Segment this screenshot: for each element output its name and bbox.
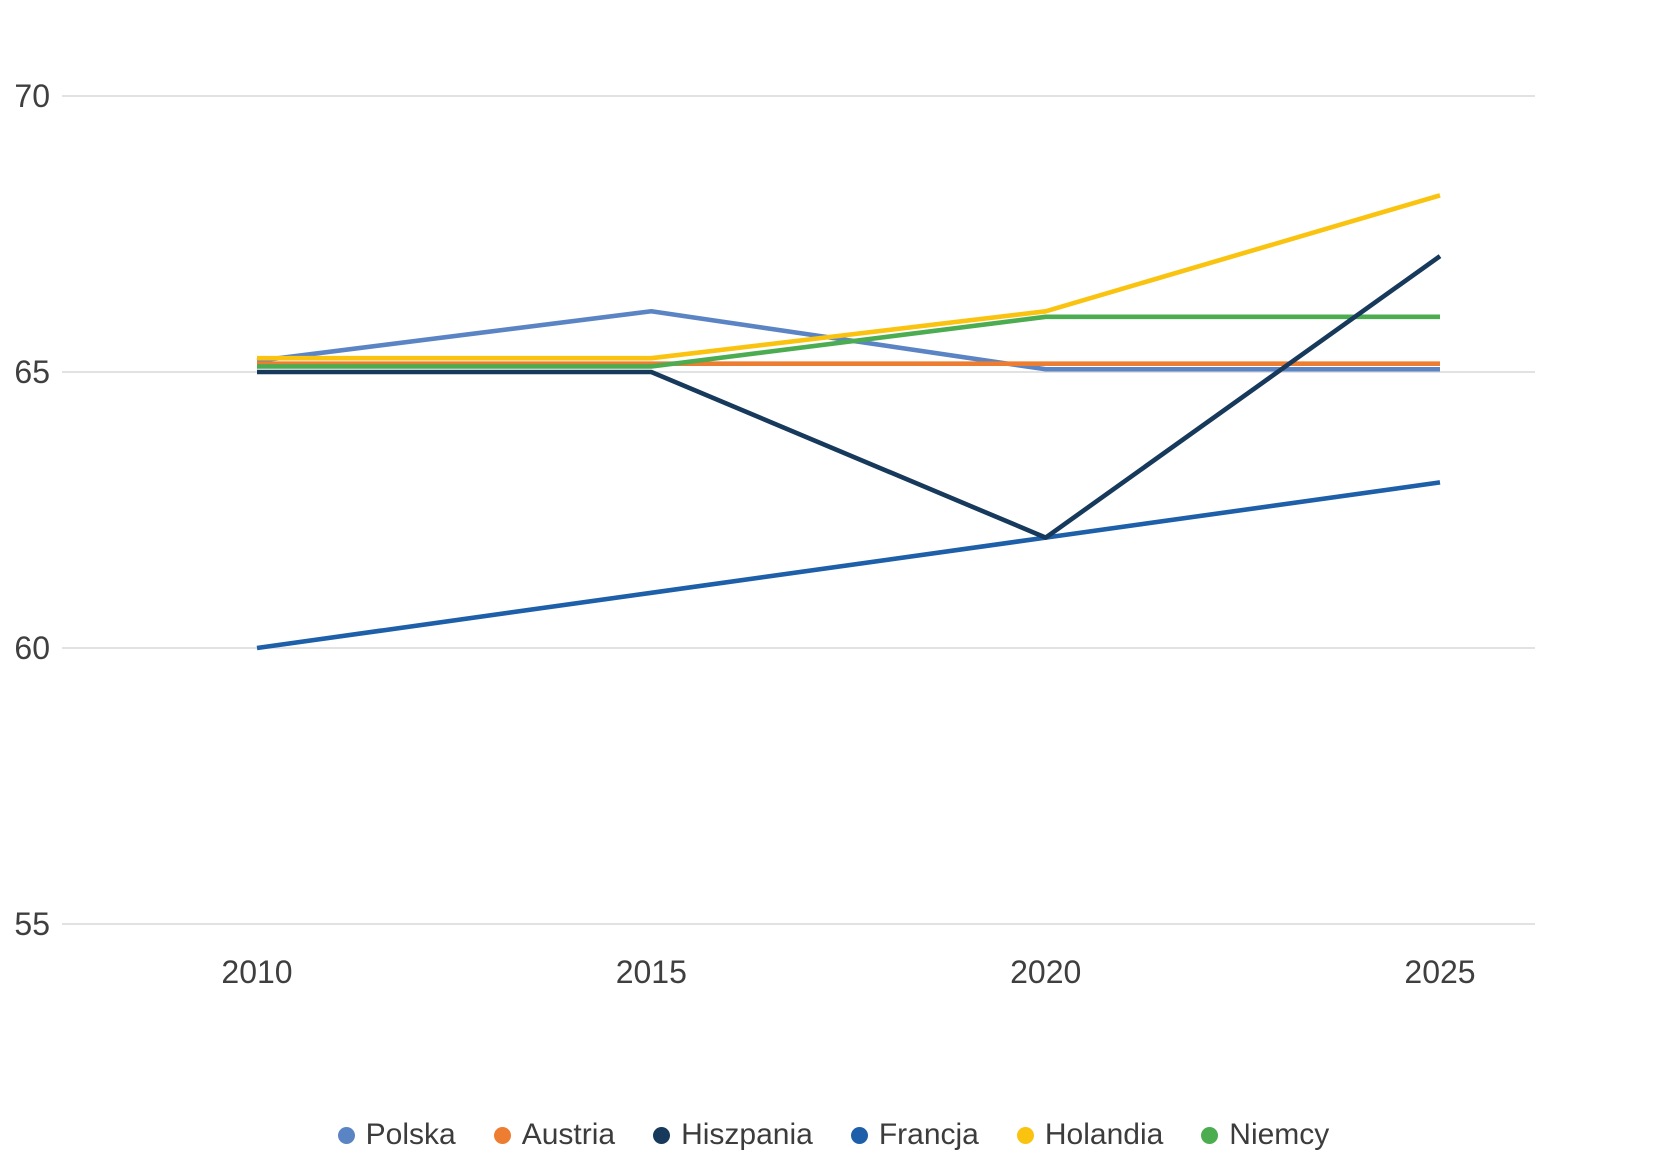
chart-canvas: 70 65 60 55 2010 2015 2020 2025: [14, 78, 1535, 990]
legend-item-francja: Francja: [850, 1118, 979, 1152]
series-line-hiszpania: [257, 254, 1442, 540]
legend-item-austria: Austria: [493, 1118, 616, 1152]
legend-label-polska: Polska: [365, 1118, 456, 1151]
y-axis-label-65: 65: [14, 354, 50, 390]
legend-item-niemcy: Niemcy: [1201, 1118, 1329, 1152]
x-axis-label-2015: 2015: [616, 954, 687, 990]
legend-label-francja: Francja: [878, 1118, 979, 1151]
legend-dot-niemcy-icon: [1201, 1126, 1219, 1144]
legend-dot-holandia-icon: [1016, 1126, 1034, 1144]
chart-legend: Polska Austria Hiszpania Francja Holandia Nie…: [0, 1118, 1667, 1152]
legend-dot-polska-icon: [337, 1126, 355, 1144]
x-axis-label-2025: 2025: [1404, 954, 1475, 990]
legend-dot-francja-icon: [850, 1126, 868, 1144]
legend-item-holandia: Holandia: [1016, 1118, 1164, 1152]
x-axis-label-2010: 2010: [221, 954, 292, 990]
legend-label-austria: Austria: [521, 1118, 616, 1151]
legend-dot-hiszpania-icon: [653, 1126, 671, 1144]
y-axis-label-55: 55: [14, 906, 50, 942]
legend-label-holandia: Holandia: [1044, 1118, 1164, 1151]
y-axis-label-70: 70: [14, 78, 50, 114]
legend-dot-austria-icon: [493, 1126, 511, 1144]
legend-item-hiszpania: Hiszpania: [653, 1118, 813, 1152]
legend-item-polska: Polska: [337, 1118, 456, 1152]
legend-label-niemcy: Niemcy: [1229, 1118, 1330, 1151]
series-line-holandia: [257, 193, 1441, 361]
series-line-francja: [256, 480, 1441, 651]
x-axis-label-2020: 2020: [1010, 954, 1081, 990]
legend-label-hiszpania: Hiszpania: [681, 1118, 813, 1151]
series-line-niemcy: [257, 314, 1440, 369]
y-axis-label-60: 60: [14, 630, 50, 666]
